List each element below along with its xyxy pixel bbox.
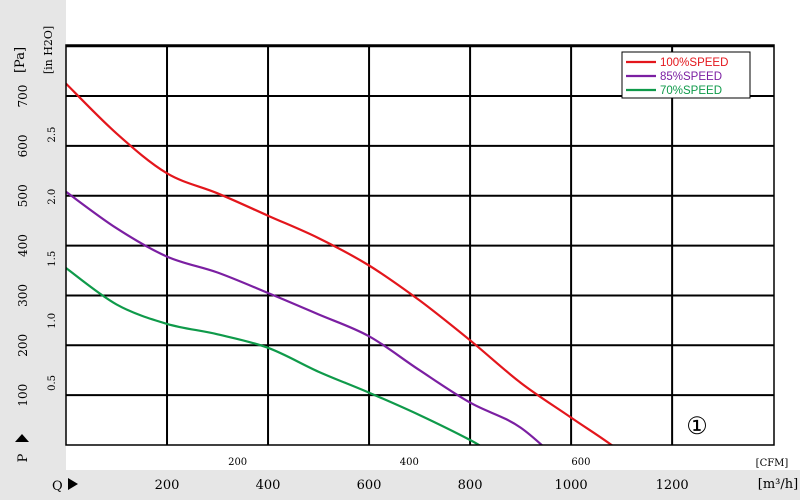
legend-label-70speed: 70%SPEED (660, 85, 722, 97)
m3h-tick-label: 600 (357, 478, 382, 493)
cfm-tick-labels: 200 400 600 (228, 457, 590, 468)
inh2o-tick-labels: 0.5 1.0 1.5 2.0 2.5 (47, 127, 58, 391)
m3h-tick-label: 1200 (656, 478, 689, 493)
cfm-tick-label: 600 (571, 457, 590, 468)
pa-tick-label: 500 (16, 184, 30, 207)
m3h-tick-label: 1000 (555, 478, 588, 493)
curve-100speed (66, 82, 614, 445)
inh2o-tick-label: 1.5 (47, 251, 58, 267)
legend: 100%SPEED 85%SPEED 70%SPEED (621, 51, 751, 99)
p-axis-label: P (16, 453, 31, 462)
m3h-tick-labels: 200 400 600 800 1000 1200 (155, 478, 689, 493)
left-axis-band (0, 0, 66, 500)
q-axis-arrow-icon (68, 478, 78, 490)
q-axis-label: Q (52, 479, 63, 494)
curve-85speed (66, 190, 544, 445)
legend-label-85speed: 85%SPEED (660, 71, 722, 83)
grid (66, 45, 774, 445)
curves (66, 82, 614, 445)
inh2o-tick-label: 2.5 (47, 127, 58, 143)
curve-70speed (66, 267, 482, 445)
cfm-tick-label: 200 (228, 457, 247, 468)
m3h-tick-label: 800 (458, 478, 483, 493)
p-axis-arrow-icon (15, 434, 29, 442)
inh2o-unit-label: [in H2O] (42, 26, 55, 74)
cfm-tick-label: 400 (400, 457, 419, 468)
pa-unit-label: [Pa] (13, 47, 28, 73)
pa-tick-label: 300 (16, 284, 30, 307)
pa-tick-label: 600 (16, 134, 30, 157)
inh2o-tick-label: 2.0 (47, 189, 58, 205)
pa-tick-label: 100 (16, 384, 30, 407)
pa-tick-labels: 100 200 300 400 500 600 700 (16, 85, 30, 407)
legend-label-100speed: 100%SPEED (660, 57, 728, 69)
pa-tick-label: 200 (16, 334, 30, 357)
inh2o-tick-label: 1.0 (47, 313, 58, 329)
inh2o-tick-label: 0.5 (47, 375, 58, 391)
pa-tick-label: 400 (16, 234, 30, 257)
cfm-unit-label: [CFM] (756, 458, 789, 469)
plot-border (65, 44, 775, 446)
m3h-tick-label: 200 (155, 478, 180, 493)
m3h-tick-label: 400 (256, 478, 281, 493)
m3h-unit-label: [m³/h] (758, 477, 798, 492)
bottom-axis-band (0, 470, 800, 500)
pa-tick-label: 700 (16, 85, 30, 108)
curve-number-annotation: ① (686, 412, 708, 440)
